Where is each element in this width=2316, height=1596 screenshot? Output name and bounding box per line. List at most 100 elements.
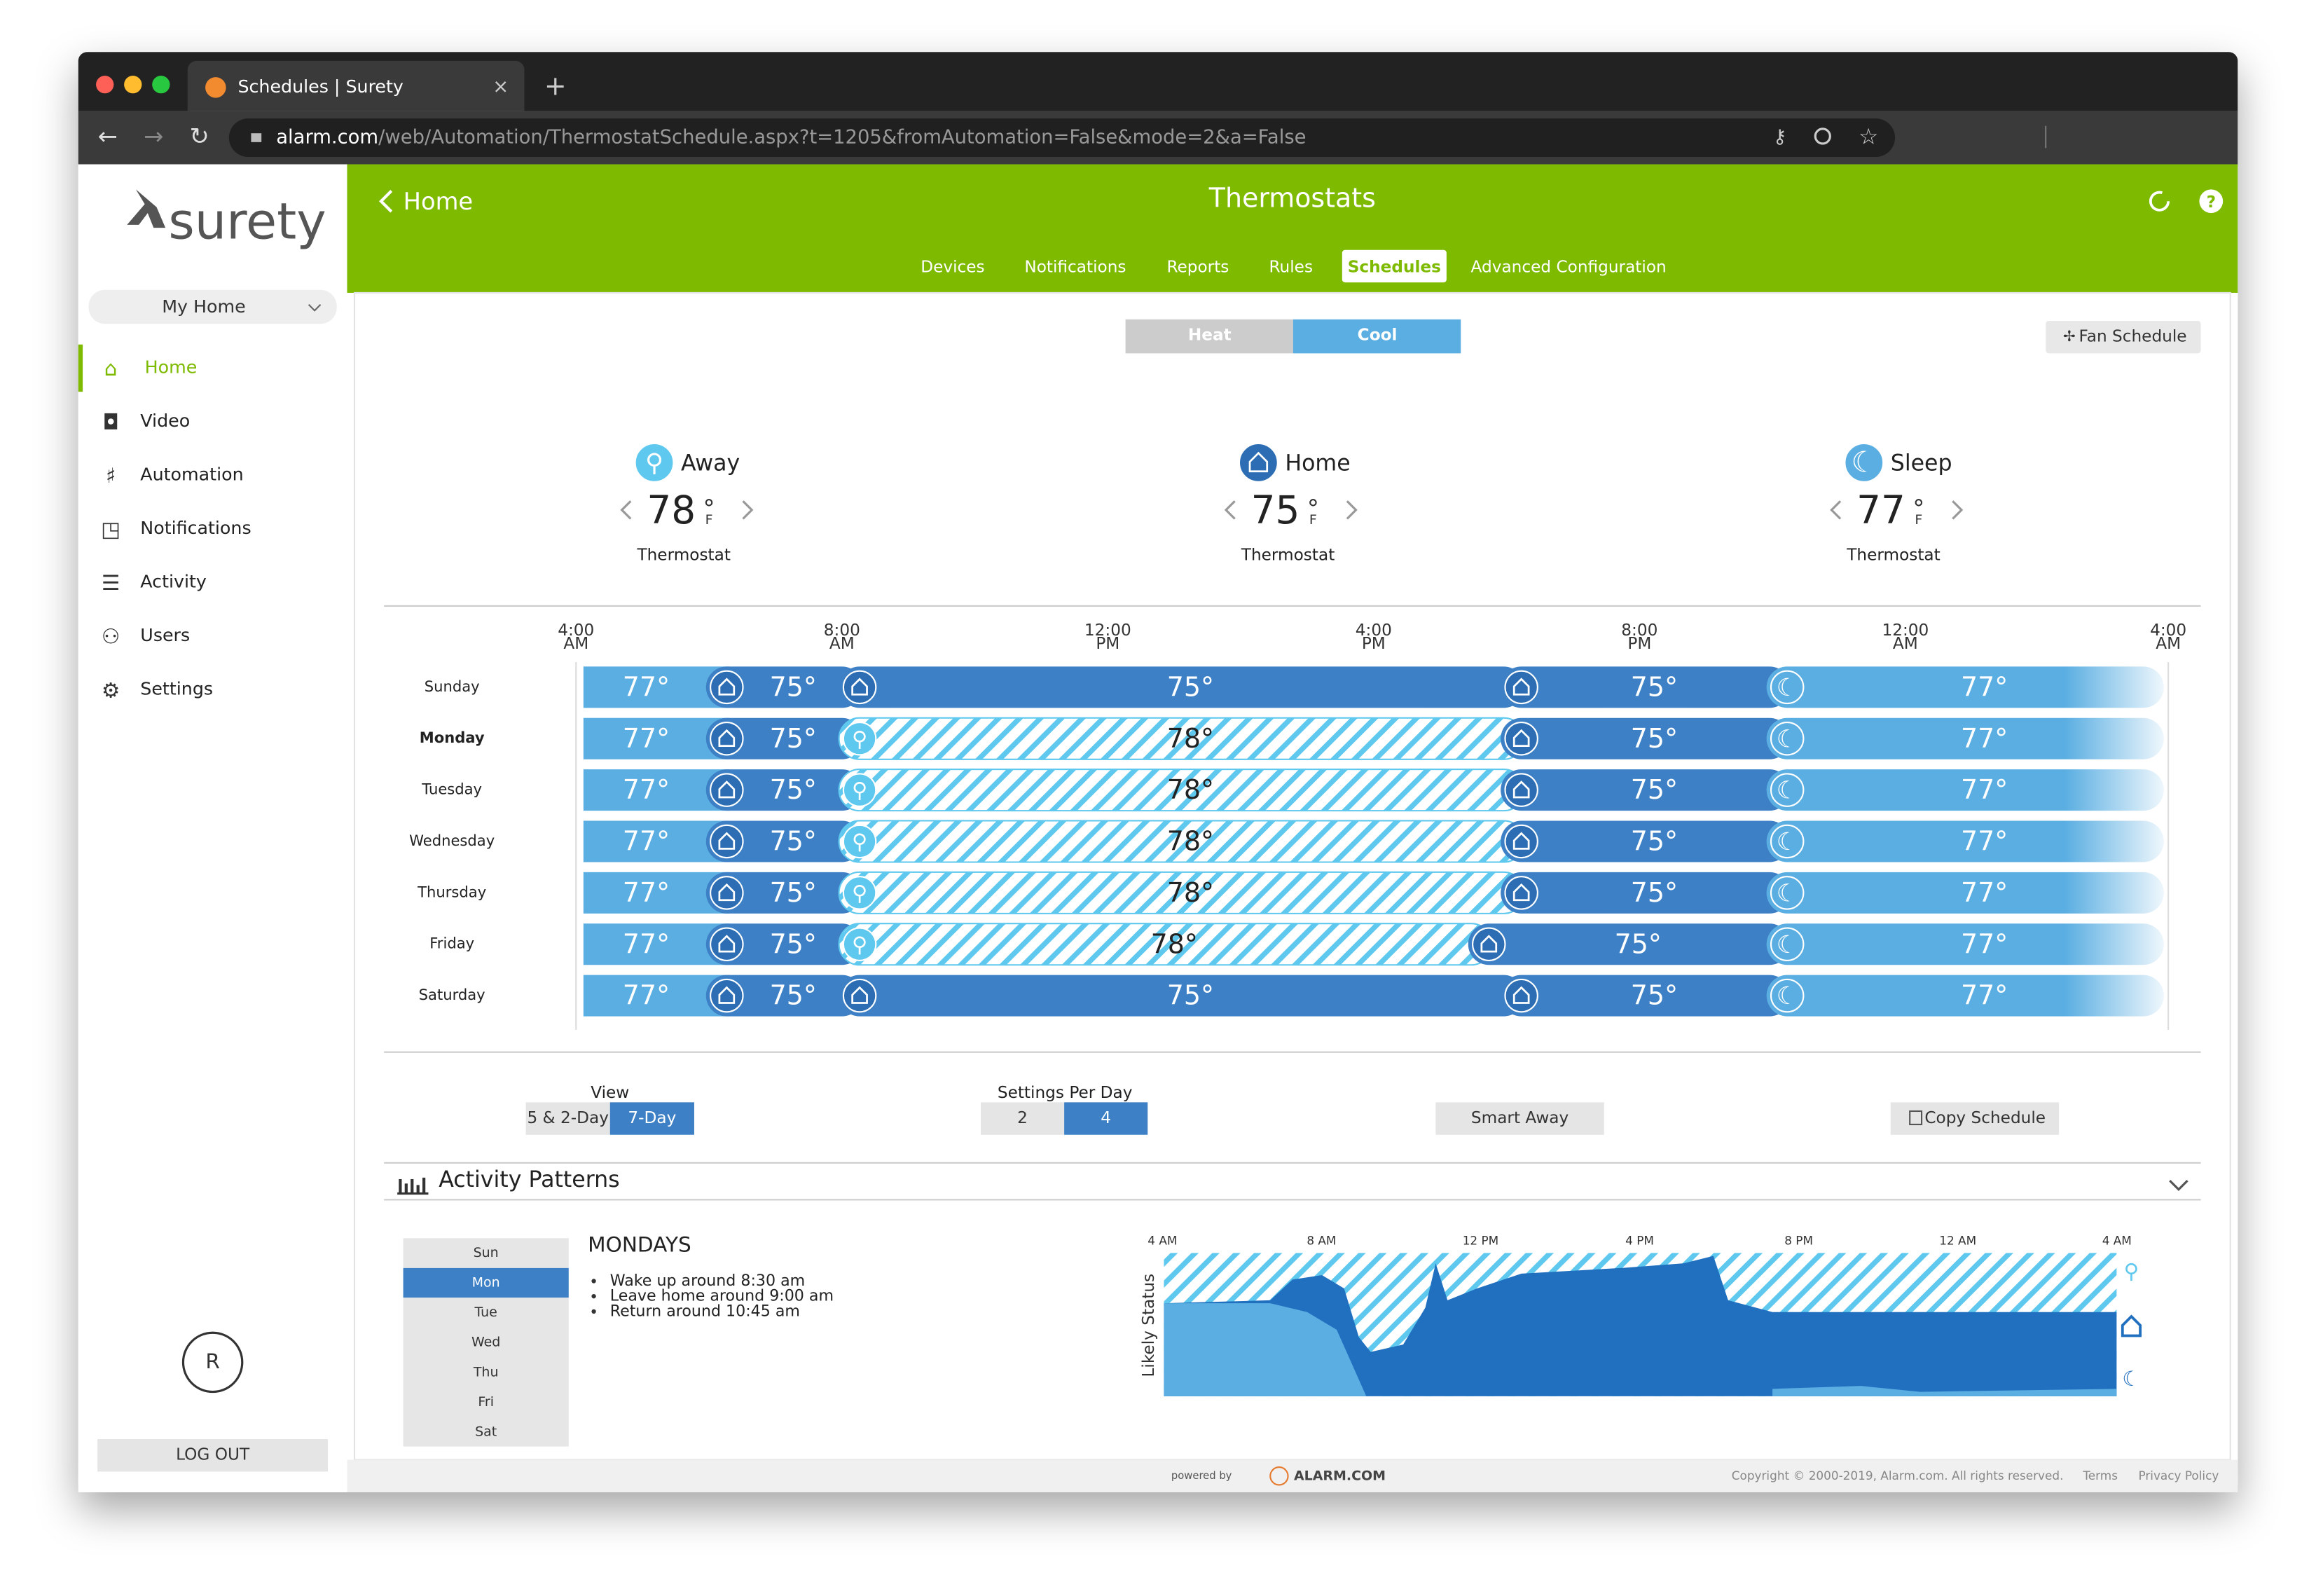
- back-link[interactable]: Home: [404, 188, 474, 215]
- sleep-glyph: ☾: [1777, 777, 1798, 805]
- avatar[interactable]: [181, 1331, 244, 1394]
- bookmark-icon[interactable]: ☆: [1859, 125, 1878, 150]
- activity-chart: ⚲ ☾ Likely Status: [1139, 1253, 2142, 1396]
- reload-button[interactable]: ↻: [190, 123, 209, 150]
- logo-mark: [127, 189, 166, 228]
- segment: [1766, 975, 2164, 1017]
- toggle-label: 4: [1101, 1108, 1111, 1127]
- activity-day[interactable]: Sun: [474, 1245, 499, 1260]
- nav-tab[interactable]: Devices: [921, 258, 984, 277]
- day-label: Wednesday: [409, 832, 495, 849]
- home-glyph: [1512, 677, 1530, 696]
- segment: [705, 872, 863, 914]
- action-button[interactable]: [1890, 1102, 2060, 1135]
- nav-tab[interactable]: Reports: [1166, 258, 1229, 277]
- activity-day[interactable]: Thu: [473, 1364, 499, 1380]
- day-label: Thursday: [417, 883, 486, 900]
- preset-temp: 78: [647, 488, 696, 532]
- action-button[interactable]: [1435, 1102, 1604, 1135]
- increase[interactable]: [1952, 500, 1964, 520]
- nav-item[interactable]: Automation: [140, 465, 243, 485]
- decrease[interactable]: [1830, 500, 1842, 520]
- segment: [1501, 872, 1791, 914]
- mode-label: Heat: [1188, 326, 1232, 345]
- back-chevron[interactable]: [378, 189, 393, 213]
- nav-tab[interactable]: Notifications: [1024, 258, 1126, 277]
- key-icon[interactable]: ⚷: [1773, 126, 1787, 148]
- preset-device: Thermostat: [1241, 546, 1335, 565]
- increase[interactable]: [742, 500, 754, 520]
- zoom-icon[interactable]: [1814, 128, 1831, 145]
- forward-button[interactable]: →: [144, 123, 163, 150]
- away-glyph: ⚲: [852, 778, 867, 803]
- segment: [1766, 666, 2164, 708]
- away-glyph: ⚲: [852, 933, 867, 957]
- activity-icon: [397, 1177, 429, 1195]
- nav-item[interactable]: Home: [145, 357, 198, 377]
- min-dot[interactable]: [124, 75, 142, 94]
- nav-tab[interactable]: Advanced Configuration: [1471, 258, 1667, 277]
- nav-tab[interactable]: Rules: [1269, 258, 1313, 277]
- back-button[interactable]: ←: [98, 123, 118, 150]
- home-glyph: [718, 832, 736, 850]
- sidebar: [78, 164, 347, 1492]
- tab[interactable]: [187, 60, 525, 111]
- footer-link[interactable]: Terms: [2082, 1468, 2118, 1483]
- activity-title: Activity Patterns: [439, 1167, 619, 1192]
- tab-close[interactable]: ×: [492, 76, 509, 97]
- axis-label: 12 PM: [1463, 1234, 1499, 1248]
- close-dot[interactable]: [96, 75, 114, 94]
- max-dot[interactable]: [152, 75, 170, 94]
- activity-day[interactable]: Wed: [471, 1335, 500, 1350]
- segment: [583, 820, 730, 862]
- nav-item[interactable]: Notifications: [140, 518, 251, 538]
- nav-item[interactable]: Users: [140, 625, 190, 645]
- location-select[interactable]: [88, 289, 337, 324]
- segment-temp: 77°: [623, 980, 670, 1011]
- sleep-icon: [1770, 927, 1805, 961]
- nav-item[interactable]: Activity: [140, 572, 207, 592]
- preset-name: Home: [1285, 450, 1350, 476]
- preset-unit: F: [705, 512, 713, 528]
- decrease[interactable]: [1224, 500, 1236, 520]
- toggle-button[interactable]: [525, 1102, 610, 1135]
- mode-button[interactable]: [1125, 319, 1293, 354]
- toggle-button[interactable]: [609, 1102, 694, 1135]
- segment: [705, 769, 863, 811]
- segment: [583, 666, 730, 708]
- activity-day[interactable]: Sat: [475, 1424, 497, 1439]
- control-label: Settings Per Day: [998, 1083, 1133, 1102]
- footer-link[interactable]: Privacy Policy: [2138, 1468, 2219, 1483]
- refresh-icon[interactable]: [2149, 191, 2170, 212]
- url-host: alarm.com: [276, 126, 378, 148]
- nav-tab[interactable]: Schedules: [1348, 258, 1441, 277]
- home-area: [1164, 1256, 2117, 1396]
- home-glyph: [1512, 883, 1530, 902]
- nav-item[interactable]: Video: [140, 411, 190, 431]
- segment-temp: 75°: [1631, 671, 1678, 702]
- day-label: Saturday: [419, 986, 485, 1003]
- day-active: [403, 1267, 569, 1298]
- activity-day[interactable]: Mon: [472, 1274, 500, 1290]
- toggle-button[interactable]: [1064, 1102, 1148, 1135]
- segment: [839, 666, 1524, 708]
- sleep-glyph: ☾: [1777, 931, 1798, 959]
- collapse-chevron[interactable]: [2169, 1179, 2189, 1191]
- home-icon: [1504, 773, 1538, 807]
- new-tab[interactable]: +: [544, 70, 567, 101]
- decrease[interactable]: [620, 500, 632, 520]
- preset-unit: F: [1309, 512, 1317, 528]
- mode-button[interactable]: [1293, 319, 1461, 354]
- activity-day[interactable]: Fri: [478, 1394, 494, 1410]
- segment: [583, 975, 730, 1017]
- activity-day[interactable]: Tue: [474, 1305, 497, 1320]
- segment: [1766, 769, 2164, 811]
- help-icon[interactable]: [2199, 189, 2224, 214]
- increase[interactable]: [1346, 500, 1358, 520]
- segment-temp: 77°: [1961, 826, 2008, 857]
- logout-button[interactable]: [97, 1439, 329, 1472]
- fan-schedule-button[interactable]: [2046, 320, 2201, 354]
- address-bar[interactable]: [228, 118, 1896, 157]
- nav-item[interactable]: Settings: [140, 679, 213, 699]
- toggle-button[interactable]: [980, 1102, 1065, 1135]
